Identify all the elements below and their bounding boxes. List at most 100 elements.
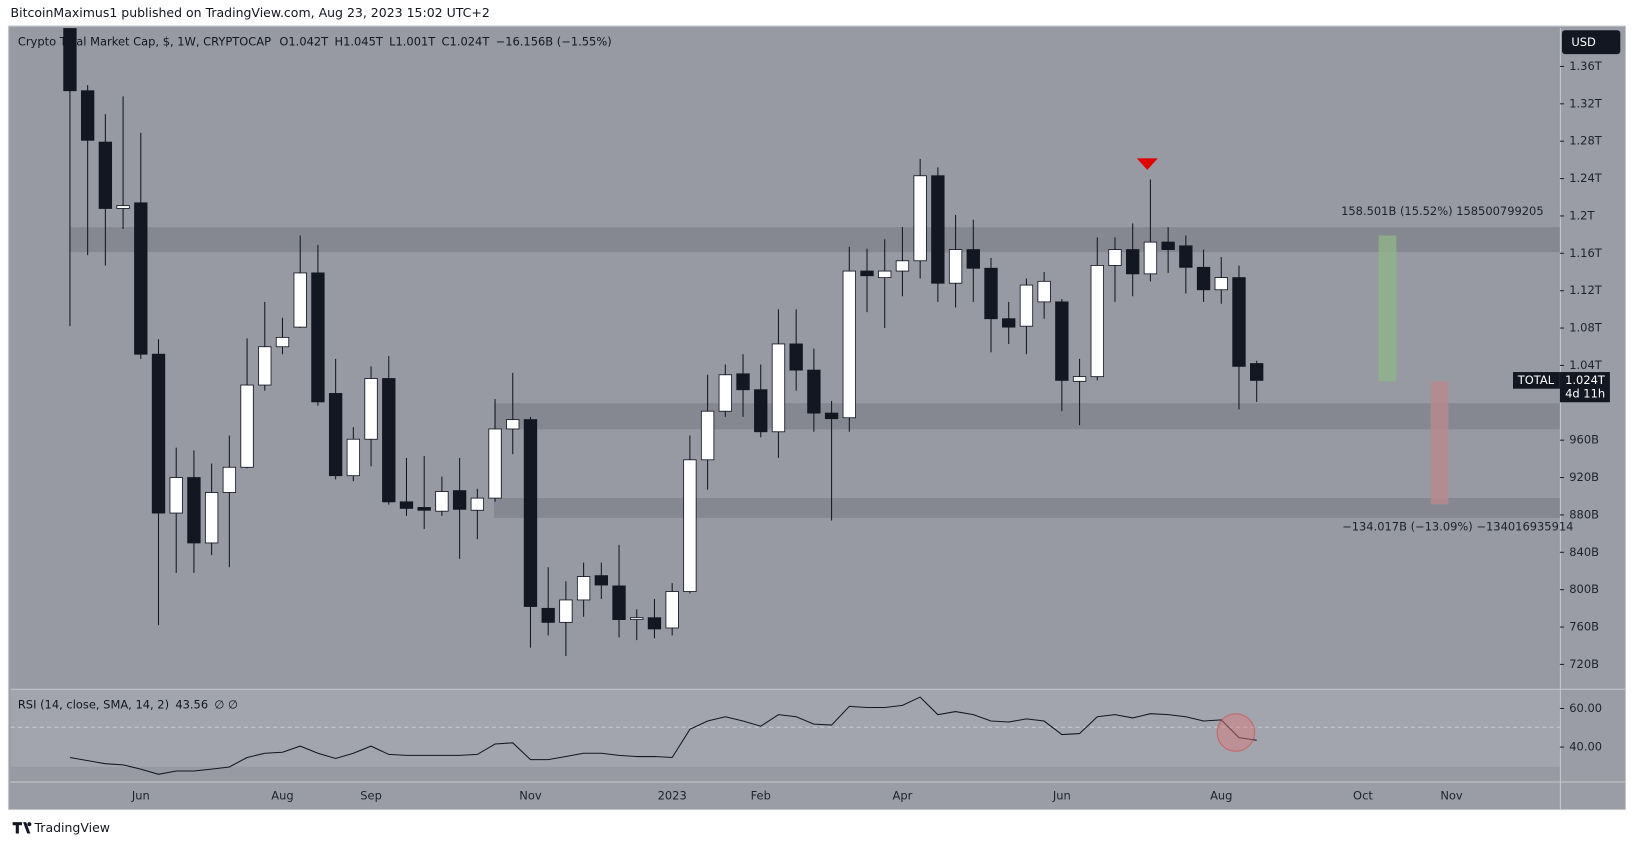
y-tick-label: 800B <box>1569 582 1599 596</box>
y-tick-label: 880B <box>1569 507 1599 521</box>
candle-body <box>842 270 856 419</box>
candle-body <box>1090 265 1104 378</box>
candle-body <box>80 90 95 141</box>
x-tick-label: Aug <box>271 789 293 803</box>
candle-body <box>754 389 768 433</box>
x-tick-label: Feb <box>751 789 771 803</box>
candle-body <box>134 202 148 355</box>
y-tick-label: 1.28T <box>1569 134 1603 148</box>
candle-body <box>116 205 130 209</box>
candle-body <box>647 617 662 630</box>
legend-key: C <box>442 34 450 48</box>
candle-body <box>559 599 573 623</box>
rsi-line <box>69 696 1257 775</box>
rsi-layer <box>69 696 1257 775</box>
measure-down-label: −134.017B (−13.09%) −134016935914 <box>1342 520 1573 534</box>
candle-body <box>1002 318 1016 328</box>
candle-body <box>966 249 980 269</box>
y-tick-label: 920B <box>1569 470 1599 484</box>
candle-body <box>382 378 396 503</box>
measure-up <box>1378 235 1397 382</box>
candle-body <box>771 343 786 433</box>
x-tick-label: Jun <box>131 789 150 803</box>
candle-body <box>718 374 732 412</box>
candle-body <box>293 272 307 328</box>
rsi-title: RSI (14, close, SMA, 14, 2) <box>18 697 169 711</box>
main-pane <box>10 28 1560 689</box>
candle-body <box>328 393 343 477</box>
legend-value: 1.024T <box>450 34 491 48</box>
candle-body <box>895 260 910 272</box>
legend: Crypto Total Market Cap, $, 1W, CRYPTOCA… <box>18 34 612 48</box>
legend-title: Crypto Total Market Cap, $, 1W, CRYPTOCA… <box>18 34 271 48</box>
candle-body <box>506 419 520 430</box>
candle-body <box>435 491 449 512</box>
candle-body <box>984 267 998 320</box>
rsi-extra: ∅ ∅ <box>214 697 238 711</box>
candle-body <box>860 270 874 277</box>
candle-body <box>1179 245 1193 268</box>
x-tick-label: 2023 <box>658 789 687 803</box>
candle-body <box>665 591 679 629</box>
candle-body <box>878 270 892 279</box>
candle-body <box>1055 301 1069 381</box>
y-tick-label: 1.2T <box>1569 208 1595 222</box>
candle-body <box>258 346 272 386</box>
candle-body <box>1143 241 1158 275</box>
y-tick-label: 1.04T <box>1569 358 1603 372</box>
y-tick-label: 1.12T <box>1569 283 1603 297</box>
candle-body <box>700 410 715 461</box>
candle-body <box>948 249 963 284</box>
candle-body <box>612 585 626 620</box>
candle-body <box>275 336 290 348</box>
legend-value: 1.042T <box>288 34 329 48</box>
candle-body <box>1250 363 1264 381</box>
candle-body <box>913 175 927 262</box>
candle-body <box>594 575 608 586</box>
candle-body <box>1126 249 1140 275</box>
rsi-value: 43.56 <box>175 697 208 711</box>
x-tick-label: Nov <box>1440 789 1463 803</box>
candle-body <box>169 477 183 514</box>
candle-body <box>204 492 219 544</box>
rsi-band <box>10 689 1560 767</box>
footer-brand: TradingView <box>34 820 111 835</box>
legend-key: H <box>334 34 343 48</box>
legend-value: 1.045T <box>343 34 384 48</box>
currency-button[interactable] <box>1561 30 1621 55</box>
support-zone <box>494 403 1560 430</box>
x-tick-label: Apr <box>893 789 913 803</box>
measure-down <box>1430 381 1449 505</box>
y-tick-label: 1.36T <box>1569 59 1603 73</box>
y-tick-label: 1.08T <box>1569 321 1603 335</box>
price-tag-price: 1.024T <box>1565 373 1606 387</box>
y-tick-label: 1.16T <box>1569 246 1603 260</box>
currency-label[interactable]: USD <box>1571 35 1596 49</box>
x-tick-label: Sep <box>360 789 382 803</box>
candle-body <box>311 272 325 403</box>
x-tick-label: Nov <box>519 789 542 803</box>
legend-value: 1.001T <box>396 34 437 48</box>
candle-body <box>399 501 414 509</box>
candle-body <box>240 384 254 468</box>
y-tick-label: 1.24T <box>1569 171 1603 185</box>
candle-body <box>931 175 945 284</box>
candle-body <box>1072 376 1087 382</box>
y-tick-label: 960B <box>1569 433 1599 447</box>
candle-body <box>488 428 502 499</box>
candle-body <box>187 477 201 544</box>
candle-body <box>346 438 361 477</box>
rsi-legend: RSI (14, close, SMA, 14, 2) 43.56 ∅ ∅ <box>18 697 238 711</box>
candle-body <box>1019 284 1034 327</box>
y-tick-label: 1.32T <box>1569 96 1603 110</box>
resistance-zone <box>69 227 1560 253</box>
candle-body <box>1232 277 1246 367</box>
y-tick-label: 60.00 <box>1569 701 1602 715</box>
x-tick-label: Jun <box>1052 789 1071 803</box>
candle-body <box>222 466 237 493</box>
candle-body <box>789 343 803 371</box>
price-tag-countdown: 4d 11h <box>1565 386 1605 400</box>
top-marker <box>1136 158 1158 170</box>
